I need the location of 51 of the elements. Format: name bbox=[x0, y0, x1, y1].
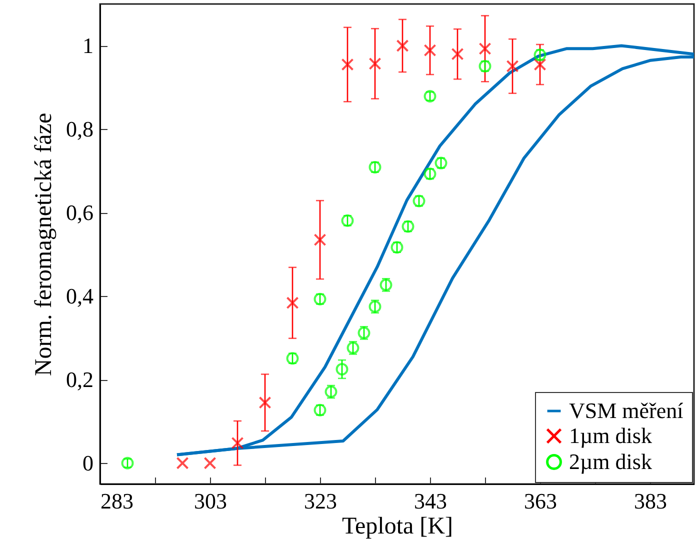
x-axis-title: Teplota [K] bbox=[342, 514, 453, 540]
y-tick-label: 1 bbox=[82, 33, 94, 58]
legend-label: VSM měření bbox=[569, 398, 684, 423]
point bbox=[424, 90, 436, 102]
x-tick-label: 283 bbox=[100, 488, 134, 514]
point bbox=[324, 386, 338, 398]
point bbox=[368, 160, 382, 174]
point bbox=[314, 404, 326, 416]
point bbox=[341, 214, 354, 227]
y-tick-label: 0,4 bbox=[66, 284, 94, 309]
x-tick-label: 383 bbox=[634, 488, 667, 514]
point bbox=[341, 58, 354, 71]
y-tick-label: 0,8 bbox=[66, 116, 94, 142]
legend-label: 2µm disk bbox=[569, 449, 652, 474]
point bbox=[380, 278, 392, 292]
point bbox=[204, 456, 216, 470]
point bbox=[176, 456, 189, 470]
x-tick-label: 363 bbox=[524, 488, 557, 514]
point bbox=[402, 220, 414, 233]
point bbox=[412, 194, 426, 208]
point bbox=[314, 234, 326, 246]
point bbox=[231, 436, 244, 450]
y-tick-label: 0 bbox=[82, 450, 94, 476]
point bbox=[396, 39, 409, 52]
x-tick-label: 303 bbox=[194, 488, 227, 514]
x-tick-label: 343 bbox=[414, 488, 447, 514]
point bbox=[424, 44, 436, 57]
point bbox=[286, 296, 299, 310]
point bbox=[336, 362, 348, 376]
point bbox=[451, 48, 464, 60]
point bbox=[368, 300, 382, 313]
point bbox=[358, 326, 370, 340]
point bbox=[368, 57, 382, 70]
point bbox=[121, 456, 134, 470]
point bbox=[534, 48, 546, 62]
x-tick-label: 323 bbox=[304, 488, 337, 514]
legend-label: 1µm disk bbox=[569, 423, 652, 448]
point bbox=[286, 352, 299, 365]
point bbox=[434, 156, 448, 170]
y-axis-title: Norm. feromagnetická fáze bbox=[31, 112, 57, 376]
point bbox=[346, 342, 360, 354]
point bbox=[478, 42, 492, 55]
point bbox=[534, 58, 546, 71]
point bbox=[424, 168, 436, 180]
point bbox=[506, 60, 519, 72]
point bbox=[258, 396, 272, 409]
y-tick-label: 0,2 bbox=[66, 367, 94, 392]
y-tick-label: 0,6 bbox=[66, 200, 94, 226]
point bbox=[314, 292, 326, 306]
point bbox=[478, 60, 492, 72]
point bbox=[390, 241, 404, 254]
